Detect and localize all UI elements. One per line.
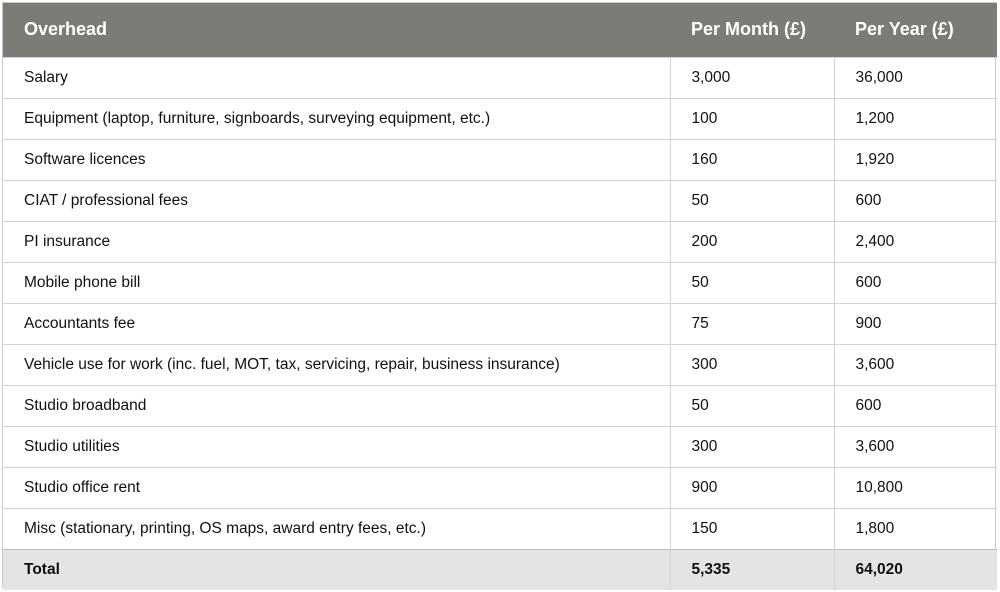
per-year-cell: 10,800 <box>834 466 997 508</box>
table-row: Equipment (laptop, furniture, signboards… <box>3 97 997 139</box>
column-header-overhead: Overhead <box>24 19 108 40</box>
per-month-cell: 300 <box>670 425 835 467</box>
per-year-cell: 1,800 <box>834 507 997 549</box>
total-per-month: 5,335 <box>670 548 835 590</box>
per-month-cell: 50 <box>670 261 835 303</box>
table-row: Software licences 160 1,920 <box>3 138 997 180</box>
overhead-cell: Accountants fee <box>3 302 671 344</box>
table-row: Studio broadband 50 600 <box>3 384 997 426</box>
table-row: Mobile phone bill 50 600 <box>3 261 997 303</box>
total-row: Total 5,335 64,020 <box>3 548 997 590</box>
overheads-table: Overhead Per Month (£) Per Year (£) Sala… <box>3 3 997 590</box>
per-year-cell: 2,400 <box>834 220 997 262</box>
overhead-cell: Studio utilities <box>3 425 671 467</box>
per-year-cell: 3,600 <box>834 425 997 467</box>
per-year-cell: 900 <box>834 302 997 344</box>
total-label: Total <box>3 548 671 590</box>
per-month-cell: 200 <box>670 220 835 262</box>
overhead-cell: Studio broadband <box>3 384 671 426</box>
table-row: Accountants fee 75 900 <box>3 302 997 344</box>
table-row: Misc (stationary, printing, OS maps, awa… <box>3 507 997 549</box>
per-year-cell: 600 <box>834 384 997 426</box>
table-row: CIAT / professional fees 50 600 <box>3 179 997 221</box>
per-month-cell: 150 <box>670 507 835 549</box>
table-row: PI insurance 200 2,400 <box>3 220 997 262</box>
table-row: Salary 3,000 36,000 <box>3 56 997 98</box>
overhead-cell: PI insurance <box>3 220 671 262</box>
per-month-cell: 3,000 <box>670 56 835 98</box>
per-month-cell: 900 <box>670 466 835 508</box>
table-header-row: Overhead Per Month (£) Per Year (£) <box>3 3 997 57</box>
per-month-cell: 300 <box>670 343 835 385</box>
overhead-cell: Misc (stationary, printing, OS maps, awa… <box>3 507 671 549</box>
overhead-cell: Software licences <box>3 138 671 180</box>
overhead-cell: Vehicle use for work (inc. fuel, MOT, ta… <box>3 343 671 385</box>
per-month-cell: 100 <box>670 97 835 139</box>
overhead-cell: Equipment (laptop, furniture, signboards… <box>3 97 671 139</box>
per-year-cell: 36,000 <box>834 56 997 98</box>
per-year-cell: 1,920 <box>834 138 997 180</box>
per-year-cell: 600 <box>834 179 997 221</box>
per-year-cell: 600 <box>834 261 997 303</box>
per-year-cell: 3,600 <box>834 343 997 385</box>
total-per-year: 64,020 <box>834 548 997 590</box>
per-month-cell: 50 <box>670 384 835 426</box>
column-header-per-year: Per Year (£) <box>855 19 954 40</box>
overhead-cell: Studio office rent <box>3 466 671 508</box>
per-month-cell: 50 <box>670 179 835 221</box>
overhead-cell: Mobile phone bill <box>3 261 671 303</box>
table-row: Studio utilities 300 3,600 <box>3 425 997 467</box>
per-month-cell: 75 <box>670 302 835 344</box>
table-row: Studio office rent 900 10,800 <box>3 466 997 508</box>
overhead-cell: Salary <box>3 56 671 98</box>
per-year-cell: 1,200 <box>834 97 997 139</box>
overhead-cell: CIAT / professional fees <box>3 179 671 221</box>
per-month-cell: 160 <box>670 138 835 180</box>
table-row: Vehicle use for work (inc. fuel, MOT, ta… <box>3 343 997 385</box>
column-header-per-month: Per Month (£) <box>691 19 806 40</box>
